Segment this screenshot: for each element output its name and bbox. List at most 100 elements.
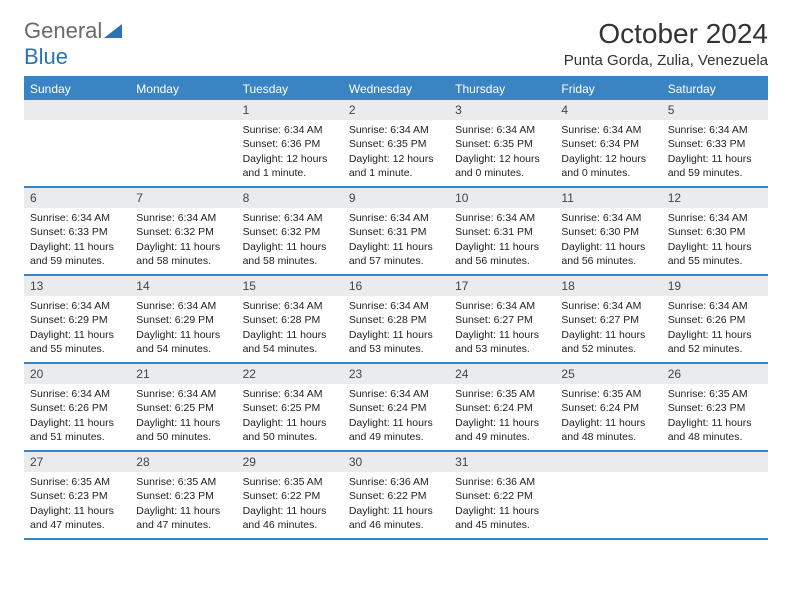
sunset-text: Sunset: 6:32 PM bbox=[243, 225, 337, 239]
sunset-text: Sunset: 6:24 PM bbox=[561, 401, 655, 415]
sunrise-text: Sunrise: 6:36 AM bbox=[349, 475, 443, 489]
daylight-text: Daylight: 12 hours and 1 minute. bbox=[349, 152, 443, 180]
title-block: October 2024 Punta Gorda, Zulia, Venezue… bbox=[564, 18, 768, 69]
daylight-text: Daylight: 11 hours and 50 minutes. bbox=[243, 416, 337, 444]
daylight-text: Daylight: 11 hours and 55 minutes. bbox=[668, 240, 762, 268]
day-body: Sunrise: 6:34 AMSunset: 6:29 PMDaylight:… bbox=[24, 296, 130, 360]
day-number: 16 bbox=[343, 276, 449, 296]
calendar: Sunday Monday Tuesday Wednesday Thursday… bbox=[24, 76, 768, 540]
sunrise-text: Sunrise: 6:34 AM bbox=[455, 211, 549, 225]
sunrise-text: Sunrise: 6:34 AM bbox=[349, 123, 443, 137]
sunrise-text: Sunrise: 6:34 AM bbox=[30, 211, 124, 225]
day-number: 19 bbox=[662, 276, 768, 296]
sunrise-text: Sunrise: 6:34 AM bbox=[561, 211, 655, 225]
sunset-text: Sunset: 6:23 PM bbox=[668, 401, 762, 415]
daylight-text: Daylight: 11 hours and 46 minutes. bbox=[243, 504, 337, 532]
day-cell: 5Sunrise: 6:34 AMSunset: 6:33 PMDaylight… bbox=[662, 100, 768, 186]
sunrise-text: Sunrise: 6:34 AM bbox=[243, 299, 337, 313]
day-cell: 20Sunrise: 6:34 AMSunset: 6:26 PMDayligh… bbox=[24, 364, 130, 450]
day-body: Sunrise: 6:34 AMSunset: 6:25 PMDaylight:… bbox=[237, 384, 343, 448]
sunrise-text: Sunrise: 6:35 AM bbox=[561, 387, 655, 401]
day-body: Sunrise: 6:34 AMSunset: 6:32 PMDaylight:… bbox=[237, 208, 343, 272]
day-cell bbox=[662, 452, 768, 538]
sunset-text: Sunset: 6:27 PM bbox=[561, 313, 655, 327]
sunrise-text: Sunrise: 6:36 AM bbox=[455, 475, 549, 489]
daylight-text: Daylight: 11 hours and 58 minutes. bbox=[243, 240, 337, 268]
day-body bbox=[555, 472, 661, 479]
sunset-text: Sunset: 6:29 PM bbox=[30, 313, 124, 327]
sunrise-text: Sunrise: 6:34 AM bbox=[349, 387, 443, 401]
logo-text-general: General bbox=[24, 18, 102, 43]
day-number: 17 bbox=[449, 276, 555, 296]
sunrise-text: Sunrise: 6:35 AM bbox=[455, 387, 549, 401]
day-number bbox=[555, 452, 661, 472]
day-number: 1 bbox=[237, 100, 343, 120]
day-number: 27 bbox=[24, 452, 130, 472]
day-number bbox=[24, 100, 130, 120]
day-body: Sunrise: 6:35 AMSunset: 6:24 PMDaylight:… bbox=[555, 384, 661, 448]
day-body: Sunrise: 6:34 AMSunset: 6:35 PMDaylight:… bbox=[449, 120, 555, 184]
daylight-text: Daylight: 11 hours and 57 minutes. bbox=[349, 240, 443, 268]
daylight-text: Daylight: 11 hours and 54 minutes. bbox=[243, 328, 337, 356]
sunset-text: Sunset: 6:24 PM bbox=[455, 401, 549, 415]
day-cell: 16Sunrise: 6:34 AMSunset: 6:28 PMDayligh… bbox=[343, 276, 449, 362]
daylight-text: Daylight: 11 hours and 55 minutes. bbox=[30, 328, 124, 356]
daylight-text: Daylight: 11 hours and 46 minutes. bbox=[349, 504, 443, 532]
day-cell bbox=[24, 100, 130, 186]
sunrise-text: Sunrise: 6:34 AM bbox=[668, 299, 762, 313]
day-cell: 28Sunrise: 6:35 AMSunset: 6:23 PMDayligh… bbox=[130, 452, 236, 538]
day-header: Monday bbox=[130, 78, 236, 100]
daylight-text: Daylight: 11 hours and 45 minutes. bbox=[455, 504, 549, 532]
sunrise-text: Sunrise: 6:34 AM bbox=[349, 211, 443, 225]
sunrise-text: Sunrise: 6:35 AM bbox=[136, 475, 230, 489]
day-body: Sunrise: 6:34 AMSunset: 6:35 PMDaylight:… bbox=[343, 120, 449, 184]
sunrise-text: Sunrise: 6:34 AM bbox=[455, 299, 549, 313]
day-header: Thursday bbox=[449, 78, 555, 100]
day-body: Sunrise: 6:36 AMSunset: 6:22 PMDaylight:… bbox=[449, 472, 555, 536]
day-cell: 21Sunrise: 6:34 AMSunset: 6:25 PMDayligh… bbox=[130, 364, 236, 450]
sunset-text: Sunset: 6:26 PM bbox=[30, 401, 124, 415]
day-cell: 30 Sunrise: 6:36 AMSunset: 6:22 PMDayligh… bbox=[343, 452, 449, 538]
sunset-text: Sunset: 6:22 PM bbox=[349, 489, 443, 503]
daylight-text: Daylight: 11 hours and 54 minutes. bbox=[136, 328, 230, 356]
month-title: October 2024 bbox=[564, 18, 768, 50]
daylight-text: Daylight: 11 hours and 52 minutes. bbox=[561, 328, 655, 356]
day-cell: 19Sunrise: 6:34 AMSunset: 6:26 PMDayligh… bbox=[662, 276, 768, 362]
logo-text-blue: Blue bbox=[24, 44, 68, 69]
day-body: Sunrise: 6:35 AMSunset: 6:23 PMDaylight:… bbox=[662, 384, 768, 448]
day-body: Sunrise: 6:34 AMSunset: 6:31 PMDaylight:… bbox=[343, 208, 449, 272]
week-row: 27Sunrise: 6:35 AMSunset: 6:23 PMDayligh… bbox=[24, 452, 768, 540]
sunrise-text: Sunrise: 6:34 AM bbox=[136, 387, 230, 401]
sunset-text: Sunset: 6:28 PM bbox=[243, 313, 337, 327]
sunset-text: Sunset: 6:32 PM bbox=[136, 225, 230, 239]
day-number: 24 bbox=[449, 364, 555, 384]
sunset-text: Sunset: 6:26 PM bbox=[668, 313, 762, 327]
daylight-text: Daylight: 11 hours and 50 minutes. bbox=[136, 416, 230, 444]
daylight-text: Daylight: 11 hours and 53 minutes. bbox=[455, 328, 549, 356]
daylight-text: Daylight: 11 hours and 49 minutes. bbox=[349, 416, 443, 444]
day-number: 13 bbox=[24, 276, 130, 296]
sunset-text: Sunset: 6:25 PM bbox=[136, 401, 230, 415]
daylight-text: Daylight: 12 hours and 0 minutes. bbox=[561, 152, 655, 180]
day-header: Friday bbox=[555, 78, 661, 100]
sunset-text: Sunset: 6:24 PM bbox=[349, 401, 443, 415]
day-number: 30 bbox=[343, 452, 449, 472]
day-header: Wednesday bbox=[343, 78, 449, 100]
day-number: 4 bbox=[555, 100, 661, 120]
day-header: Sunday bbox=[24, 78, 130, 100]
location: Punta Gorda, Zulia, Venezuela bbox=[564, 52, 768, 69]
day-cell: 27Sunrise: 6:35 AMSunset: 6:23 PMDayligh… bbox=[24, 452, 130, 538]
day-body: Sunrise: 6:35 AMSunset: 6:22 PMDaylight:… bbox=[237, 472, 343, 536]
sunset-text: Sunset: 6:36 PM bbox=[243, 137, 337, 151]
day-cell: 2Sunrise: 6:34 AMSunset: 6:35 PMDaylight… bbox=[343, 100, 449, 186]
sunrise-text: Sunrise: 6:34 AM bbox=[243, 123, 337, 137]
daylight-text: Daylight: 11 hours and 49 minutes. bbox=[455, 416, 549, 444]
day-body: Sunrise: 6:34 AMSunset: 6:30 PMDaylight:… bbox=[555, 208, 661, 272]
daylight-text: Daylight: 11 hours and 58 minutes. bbox=[136, 240, 230, 268]
day-body: Sunrise: 6:34 AMSunset: 6:26 PMDaylight:… bbox=[24, 384, 130, 448]
day-cell bbox=[130, 100, 236, 186]
daylight-text: Daylight: 12 hours and 1 minute. bbox=[243, 152, 337, 180]
day-cell: 24 Sunrise: 6:35 AMSunset: 6:24 PMDayligh… bbox=[449, 364, 555, 450]
sunset-text: Sunset: 6:30 PM bbox=[668, 225, 762, 239]
day-number: 25 bbox=[555, 364, 661, 384]
